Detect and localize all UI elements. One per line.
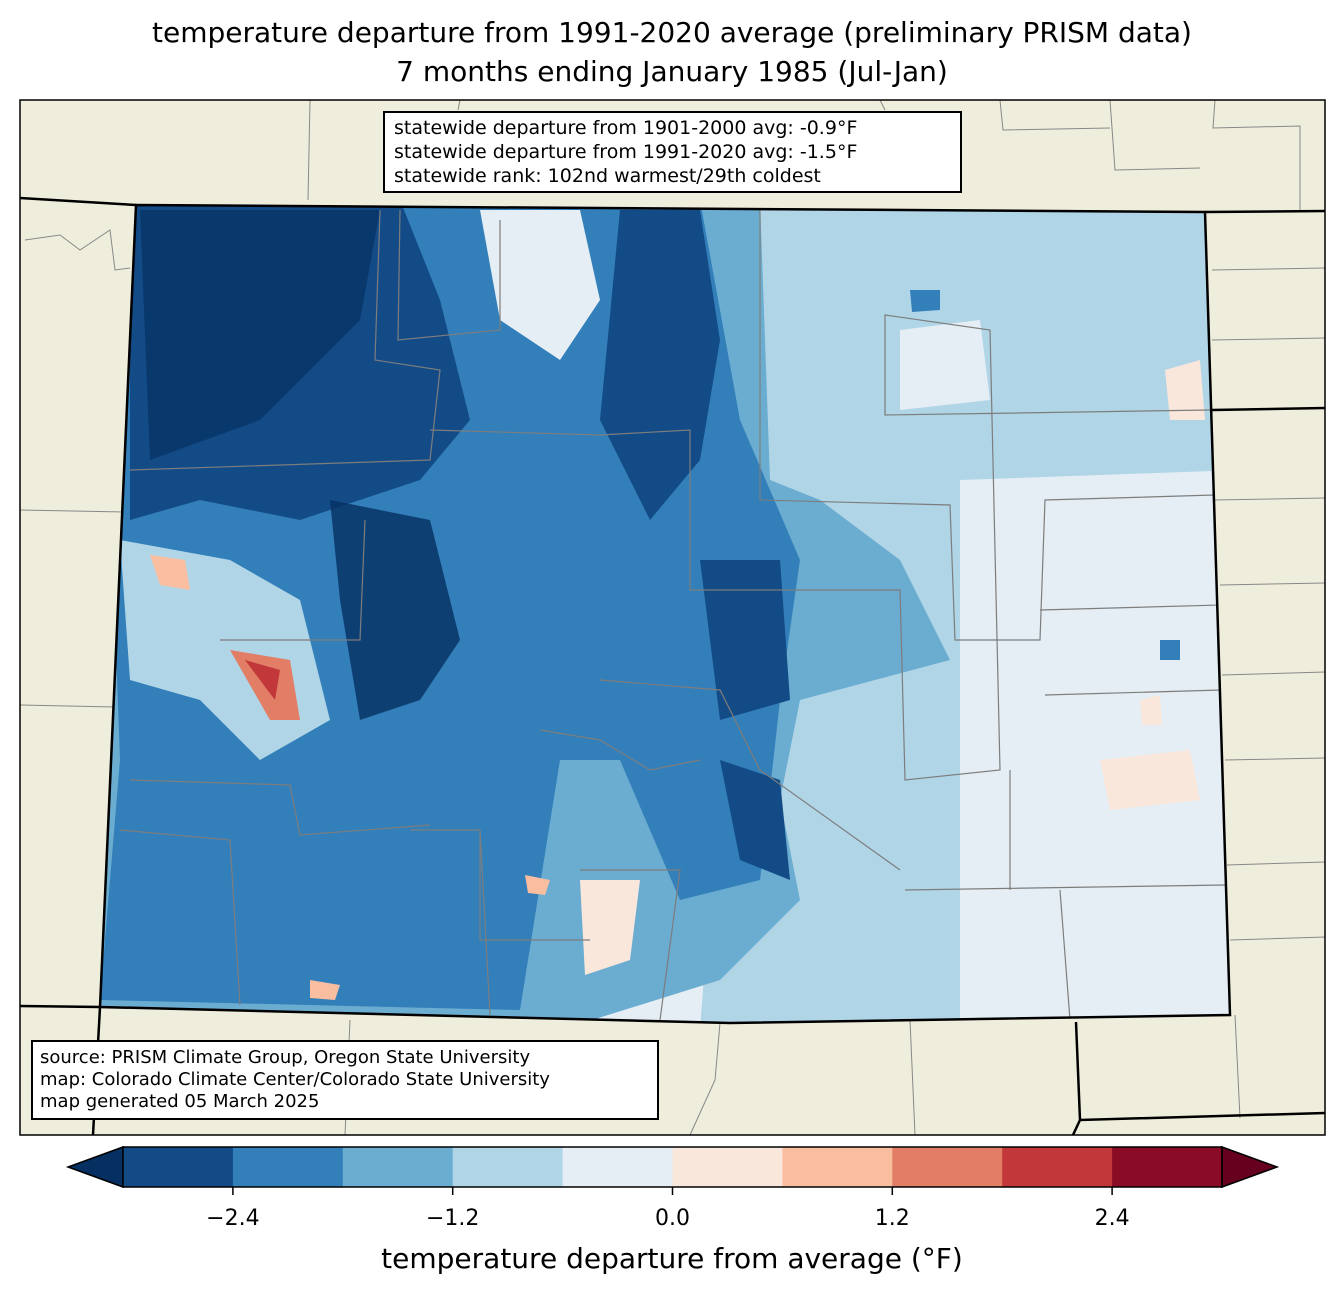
colorbar-tick-label: −1.2 <box>425 1206 480 1231</box>
colorbar-label: temperature departure from average (°F) <box>381 1242 963 1275</box>
statewide-stats-box: statewide departure from 1901-2000 avg: … <box>383 111 962 193</box>
state-borders <box>19 196 1326 1136</box>
colorbar-bin <box>452 1147 564 1187</box>
colorbar-bin <box>1002 1147 1113 1187</box>
map-frame <box>19 99 1326 1136</box>
generated-date-line: map generated 05 March 2025 <box>40 1091 320 1112</box>
map-credit-line: map: Colorado Climate Center/Colorado St… <box>40 1069 550 1090</box>
colorbar-bin <box>123 1147 234 1187</box>
colorbar-bin <box>782 1147 893 1187</box>
stats-rank: statewide rank: 102nd warmest/29th colde… <box>394 165 821 187</box>
stats-departure-1991-2020: statewide departure from 1991-2020 avg: … <box>394 141 858 163</box>
temperature-contours <box>100 205 1230 1023</box>
colorbar-bin <box>232 1147 344 1187</box>
map-title: temperature departure from 1991-2020 ave… <box>152 16 1192 49</box>
county-lines <box>119 209 1226 1021</box>
source-box: source: PRISM Climate Group, Oregon Stat… <box>31 1040 659 1120</box>
colorbar-bin <box>1112 1147 1223 1187</box>
colorbar-under-extend <box>65 1145 124 1189</box>
colorbar-over-extend <box>1221 1145 1280 1189</box>
source-line: source: PRISM Climate Group, Oregon Stat… <box>40 1047 531 1068</box>
map-subtitle: 7 months ending January 1985 (Jul-Jan) <box>396 55 948 88</box>
colorbar-tick-label: 1.2 <box>874 1206 910 1231</box>
colorbar-bin <box>892 1147 1003 1187</box>
colorbar-bin <box>342 1147 454 1187</box>
stats-departure-1901-2000: statewide departure from 1901-2000 avg: … <box>394 117 858 139</box>
colorbar <box>65 1145 1280 1195</box>
colorbar-tick-label: −2.4 <box>206 1206 260 1231</box>
colorbar-tick-label: 0.0 <box>655 1206 690 1231</box>
colorbar-bin <box>562 1147 673 1187</box>
colorbar-bin <box>672 1147 783 1187</box>
colorbar-tick-label: 2.4 <box>1094 1206 1130 1231</box>
